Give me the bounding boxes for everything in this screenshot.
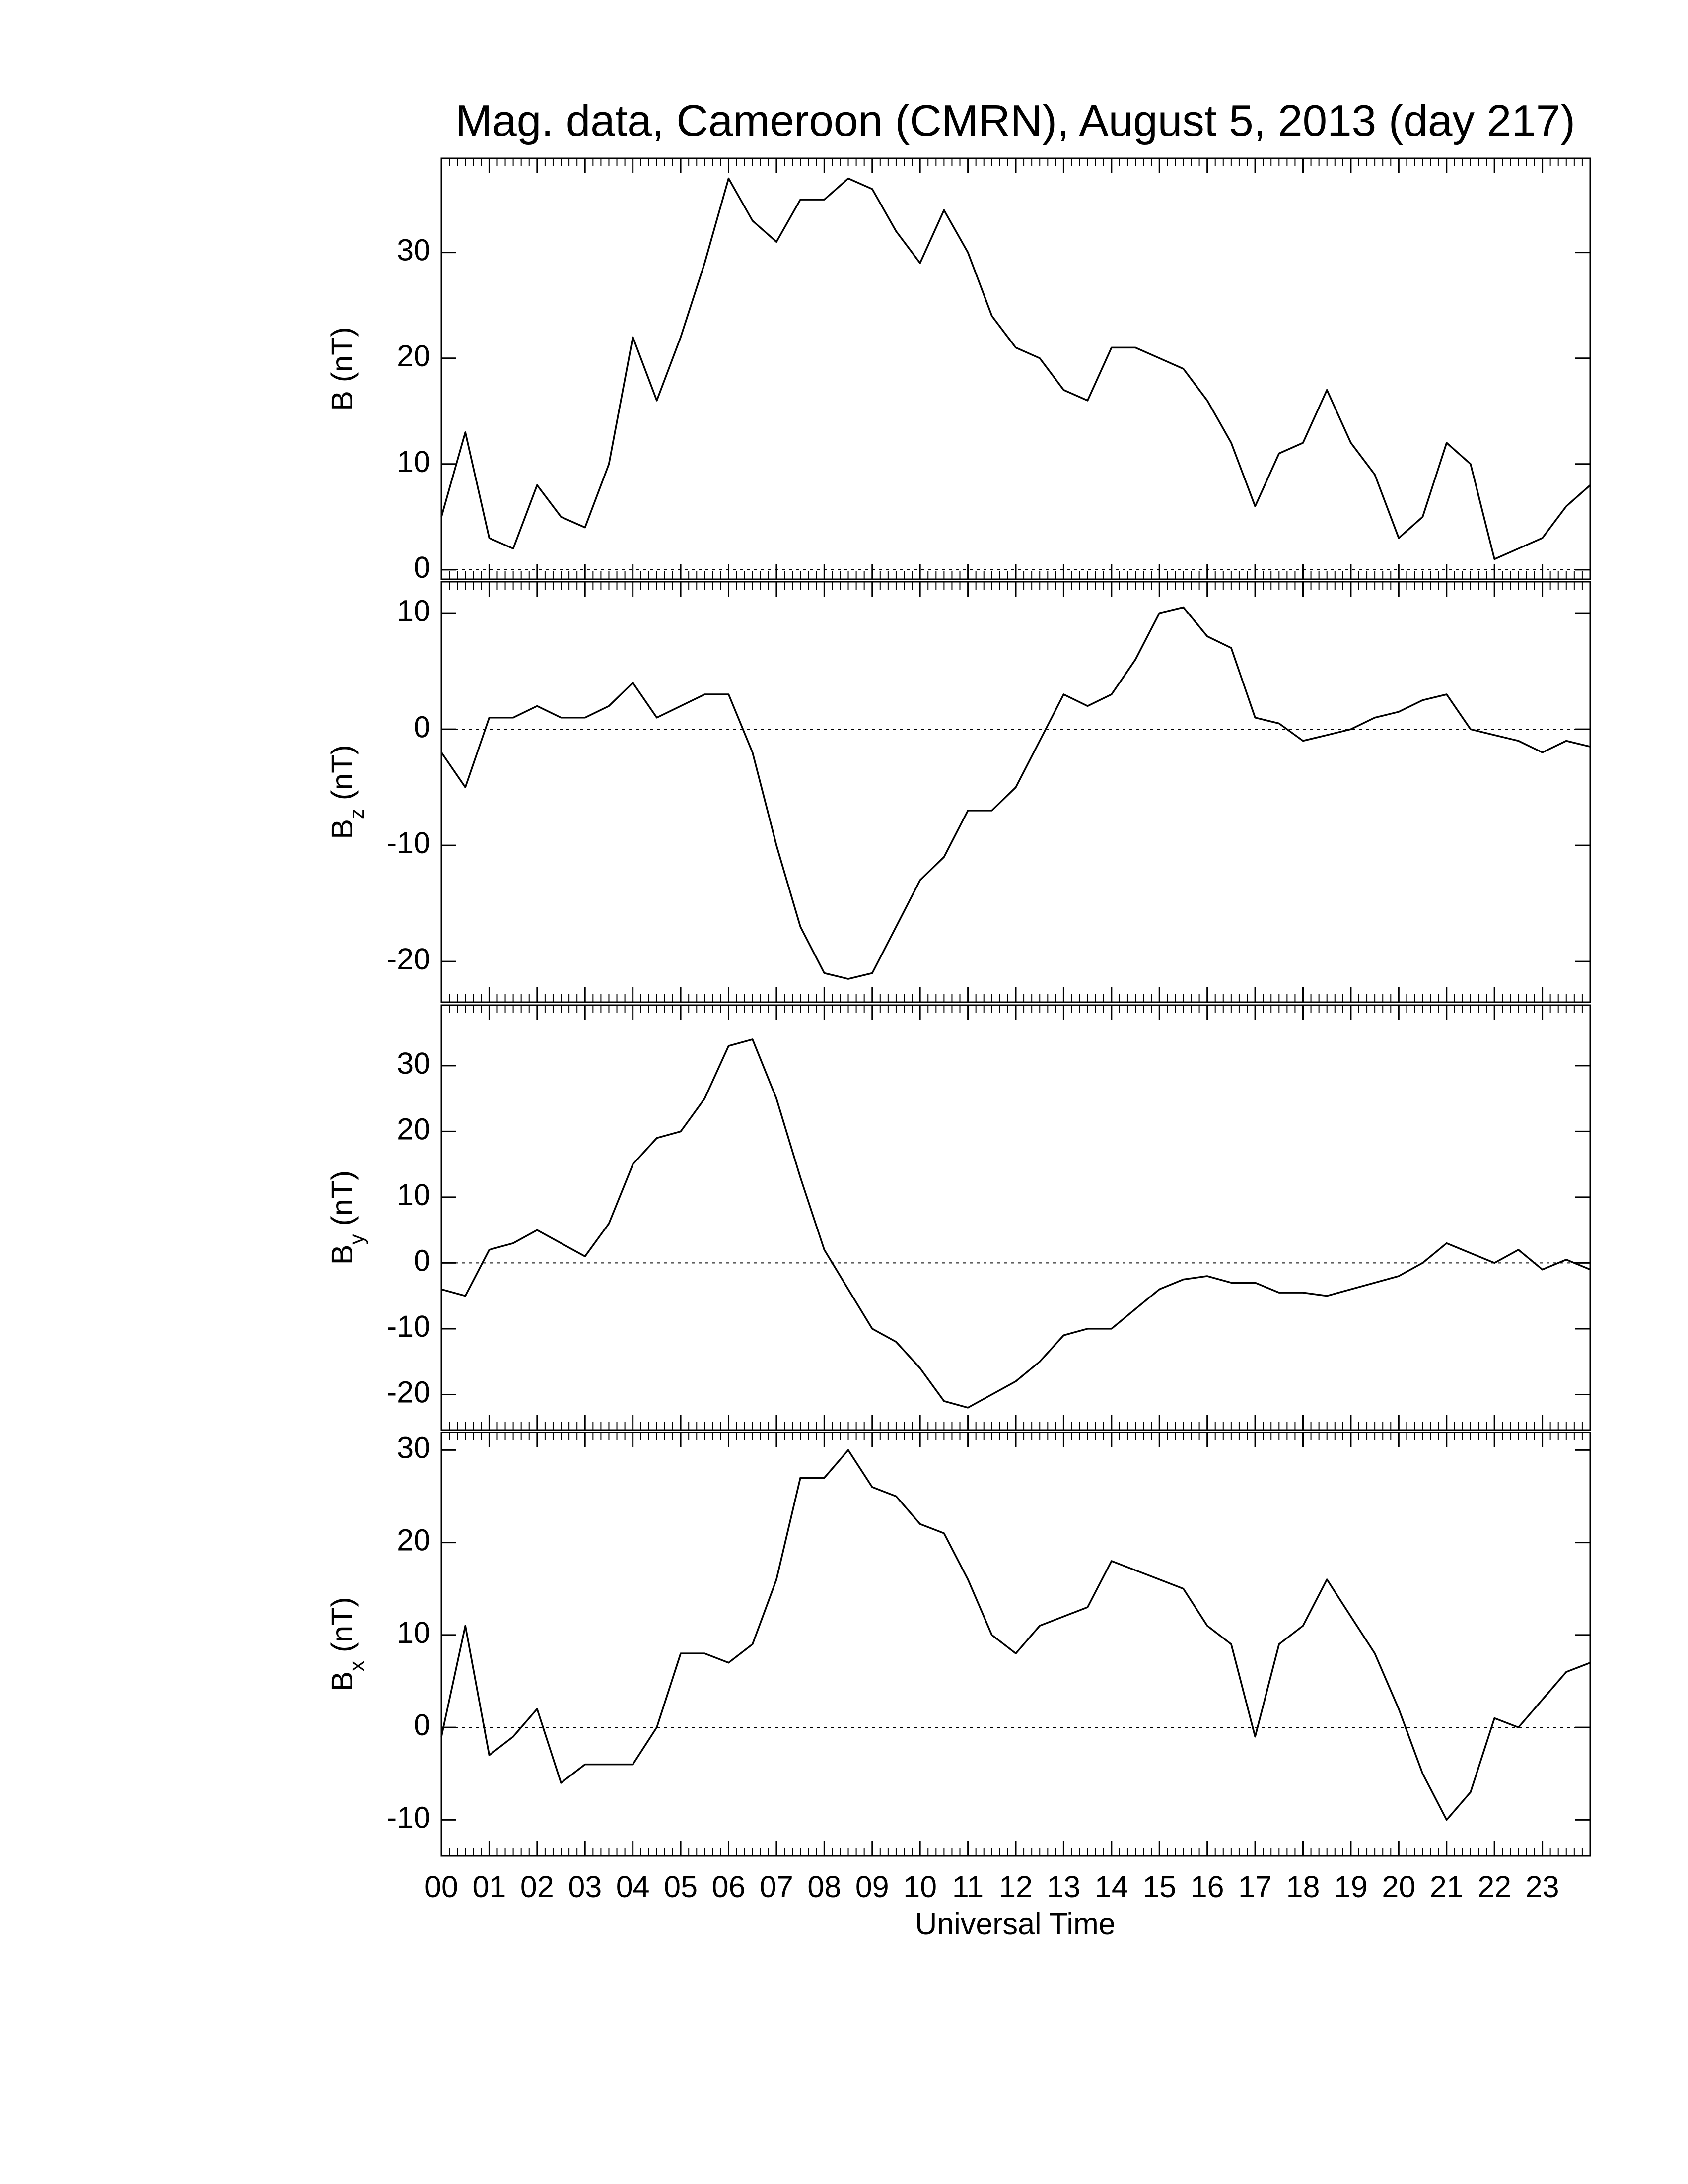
x-tick-label: 15 [1142,1870,1176,1904]
y-tick-label: 30 [397,1431,430,1464]
y-tick-label: -10 [387,1309,430,1343]
y-tick-label: -10 [387,1800,430,1834]
y-tick-label: 20 [397,1523,430,1557]
x-tick-label: 13 [1047,1870,1080,1904]
x-tick-label: 03 [568,1870,602,1904]
x-tick-label: 09 [855,1870,889,1904]
y-axis-label: B (nT) [325,327,359,410]
y-axis-label-main: B [325,819,359,839]
y-axis-label: Bz (nT) [325,745,368,839]
y-axis-label-main: B [325,1671,359,1692]
plot-frame [440,1004,1591,1431]
y-tick-label: 0 [414,710,430,744]
y-axis-label-sub: x [345,1661,368,1671]
y-tick-label: 10 [397,1178,430,1212]
y-axis-label: By (nT) [325,1170,368,1265]
x-tick-label: 19 [1334,1870,1368,1904]
data-line [441,1038,1591,1409]
y-tick-label: 30 [397,1046,430,1080]
y-tick-label: 30 [397,233,430,267]
x-tick-label: 20 [1382,1870,1415,1904]
x-tick-label: 07 [760,1870,793,1904]
x-tick-label: 14 [1095,1870,1128,1904]
y-tick-label: 20 [397,1112,430,1146]
x-tick-label: 00 [424,1870,458,1904]
y-tick-label: 10 [397,1616,430,1649]
y-tick-label: -20 [387,1375,430,1409]
y-axis-label-space [325,1226,359,1234]
y-axis-label-space [325,800,359,809]
x-tick-label: 22 [1477,1870,1511,1904]
y-tick-label: 0 [414,550,430,584]
chart-title: Mag. data, Cameroon (CMRN), August 5, 20… [455,96,1575,145]
plot-frame [440,1432,1591,1857]
x-tick-label: 12 [999,1870,1033,1904]
x-tick-label: 10 [903,1870,937,1904]
plot-frame [440,581,1591,1003]
x-tick-label: 21 [1430,1870,1464,1904]
y-axis-label-main: B [325,1245,359,1265]
x-tick-label: 11 [952,1870,984,1904]
y-tick-label: 0 [414,1244,430,1278]
y-axis-label-sub: z [345,809,368,819]
y-axis-label-space [325,1652,359,1661]
x-tick-label: 05 [664,1870,698,1904]
y-tick-label: 10 [397,594,430,627]
data-line [440,606,1591,980]
y-tick-label: -20 [387,942,430,976]
y-axis-label-sub: y [345,1234,368,1245]
y-tick-label: 10 [397,445,430,478]
x-tick-label: 23 [1526,1870,1559,1904]
y-axis-label-unit: (nT) [325,1597,359,1652]
x-tick-label: 18 [1286,1870,1320,1904]
x-tick-label: 06 [712,1870,746,1904]
y-axis-label-main: B (nT) [325,327,359,410]
x-tick-label: 01 [472,1870,506,1904]
y-tick-label: 20 [397,339,430,373]
y-axis-label: Bx (nT) [325,1597,368,1691]
x-axis-label: Universal Time [915,1907,1115,1941]
x-tick-label: 08 [807,1870,841,1904]
x-tick-label: 04 [616,1870,650,1904]
y-axis-label-unit: (nT) [325,1170,359,1226]
data-line [440,177,1591,560]
x-tick-label: 02 [520,1870,554,1904]
y-tick-label: 0 [414,1708,430,1742]
plot-frame [440,157,1591,580]
y-tick-label: -10 [387,826,430,860]
x-tick-label: 16 [1191,1870,1224,1904]
y-axis-label-unit: (nT) [325,745,359,800]
x-tick-label: 17 [1238,1870,1272,1904]
data-line [440,1449,1591,1821]
